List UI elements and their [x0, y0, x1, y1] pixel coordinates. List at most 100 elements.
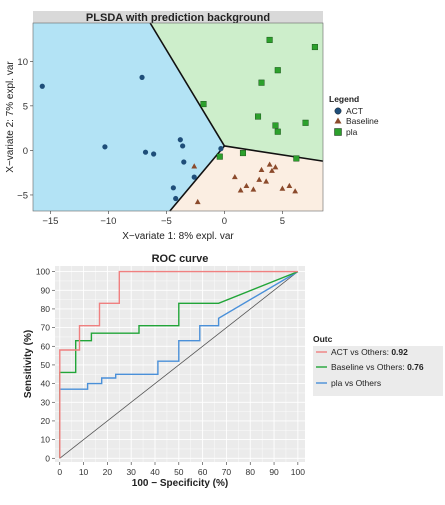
- point-act: [142, 149, 149, 155]
- roc-line-act: [59, 270, 298, 459]
- plsda-y-axis-label: X−variate 2: 7% expl. var: [5, 61, 16, 173]
- roc-x-tick-label: 10: [79, 467, 89, 477]
- point-pla: [272, 122, 279, 129]
- point-baseline: [272, 164, 279, 170]
- legend-act-text: ACT vs Others: 0.92: [331, 347, 408, 357]
- region-boundary: [224, 145, 324, 162]
- plsda-title-strip: [33, 11, 323, 23]
- point-baseline: [194, 198, 201, 205]
- legend-pla-label: pla: [346, 127, 358, 137]
- roc-line-baseline: [59, 270, 299, 459]
- point-baseline: [250, 186, 257, 192]
- point-pla: [311, 44, 318, 51]
- plsda-panel-border: [32, 22, 324, 212]
- roc-title: ROC curve: [152, 253, 209, 265]
- legend-baseline-name: Baseline vs Others: [331, 362, 402, 372]
- y-tick-label: −5: [17, 190, 28, 201]
- roc-x-axis-label: 100 − Specificity (%): [132, 478, 228, 489]
- point-baseline: [286, 182, 293, 189]
- point-act: [181, 159, 187, 165]
- roc-lines: [59, 270, 299, 459]
- plsda-y-ticks: −5 0 5 10: [17, 57, 33, 201]
- roc-legend-key-bg: [313, 346, 443, 396]
- legend-act-auc: 0.92: [391, 347, 408, 357]
- y-tick-label: 5: [23, 101, 28, 112]
- point-act: [170, 185, 176, 191]
- x-tick-label: −5: [161, 216, 172, 227]
- roc-legend: Outc ACT vs Others: 0.92 Baseline vs Oth…: [313, 334, 443, 396]
- roc-y-tick-label: 80: [41, 304, 51, 314]
- region-boundary: [149, 22, 226, 147]
- point-baseline: [269, 167, 275, 173]
- roc-y-tick-label: 50: [41, 360, 51, 370]
- point-baseline: [243, 182, 250, 189]
- point-pla: [239, 150, 246, 157]
- plsda-x-axis-label: X−variate 1: 8% expl. var: [122, 231, 234, 242]
- roc-line-pla: [59, 270, 299, 459]
- roc-y-tick-label: 100: [36, 267, 50, 277]
- roc-x-tick-label: 40: [150, 467, 160, 477]
- legend-baseline-auc: 0.76: [407, 362, 424, 372]
- point-pla: [200, 101, 207, 108]
- roc-x-tick-label: 70: [222, 467, 232, 477]
- roc-y-tick-label: 30: [41, 397, 51, 407]
- roc-y-tick-label: 70: [41, 323, 51, 333]
- point-baseline: [279, 185, 286, 191]
- roc-x-ticks: 0 10 20 30 40 50 60 70 80 90 100: [57, 462, 305, 477]
- region-act: [33, 23, 225, 211]
- point-baseline: [258, 166, 265, 173]
- y-tick-label: 10: [17, 57, 28, 68]
- roc-legend-title: Outc: [313, 334, 333, 344]
- point-pla: [258, 79, 265, 86]
- roc-y-axis-label: Sensitivity (%): [23, 330, 34, 398]
- point-act: [180, 143, 186, 149]
- point-pla: [274, 67, 281, 74]
- legend-baseline-marker: [334, 117, 342, 124]
- legend-baseline-text: Baseline vs Others: 0.76: [331, 362, 424, 372]
- point-pla: [302, 119, 309, 126]
- x-tick-label: −10: [100, 216, 116, 227]
- point-pla: [216, 153, 223, 160]
- point-pla: [255, 113, 262, 120]
- region-boundary: [169, 145, 226, 212]
- roc-x-tick-label: 20: [103, 467, 113, 477]
- roc-x-tick-label: 50: [174, 467, 184, 477]
- y-tick-label: 0: [23, 146, 28, 157]
- point-baseline: [231, 173, 238, 180]
- legend-act-marker: [334, 107, 342, 115]
- point-baseline: [191, 163, 198, 169]
- roc-y-tick-label: 20: [41, 416, 51, 426]
- point-pla: [293, 155, 300, 162]
- roc-y-ticks: 0 10 20 30 40 50 60 70 80 90 100: [36, 267, 55, 463]
- point-act: [102, 144, 108, 150]
- point-act: [177, 137, 183, 143]
- plsda-title: PLSDA with prediction background: [86, 12, 270, 24]
- roc-diagonal: [59, 271, 299, 459]
- x-tick-label: −15: [42, 216, 58, 227]
- point-act: [151, 151, 157, 157]
- plsda-chart: PLSDA with prediction background −15 −10 −…: [5, 11, 379, 242]
- roc-x-tick-label: 100: [291, 467, 305, 477]
- x-tick-label: 0: [222, 216, 227, 227]
- plsda-points: [39, 36, 318, 205]
- plsda-legend: Legend ACT Baseline pla: [329, 94, 379, 137]
- plsda-prediction-regions: [33, 22, 324, 212]
- region-baseline: [169, 146, 323, 211]
- point-baseline: [263, 178, 270, 184]
- roc-y-tick-label: 60: [41, 341, 51, 351]
- roc-x-tick-label: 0: [57, 467, 62, 477]
- point-act: [191, 174, 197, 180]
- x-tick-label: 5: [280, 216, 285, 227]
- legend-act-label: ACT: [346, 106, 363, 116]
- roc-x-tick-label: 90: [269, 467, 279, 477]
- roc-y-tick-label: 10: [41, 435, 51, 445]
- roc-y-tick-label: 40: [41, 379, 51, 389]
- legend-baseline-label: Baseline: [346, 116, 379, 126]
- roc-x-tick-label: 60: [198, 467, 208, 477]
- point-baseline: [256, 176, 263, 182]
- legend-act-name: ACT vs Others: [331, 347, 387, 357]
- region-pla: [150, 23, 323, 162]
- plsda-legend-title: Legend: [329, 94, 359, 104]
